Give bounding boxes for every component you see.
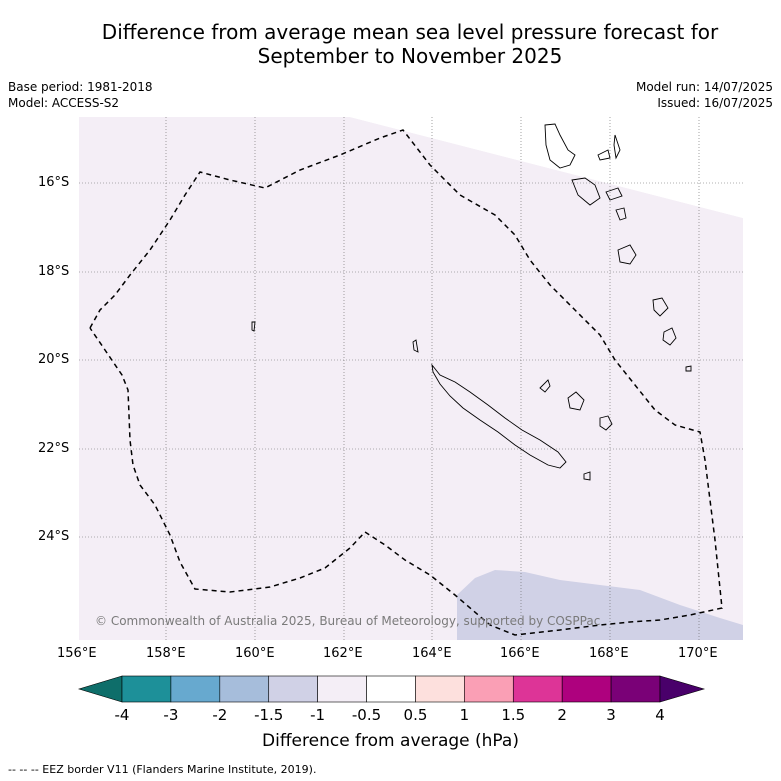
title-line-1: Difference from average mean sea level p… — [101, 20, 719, 44]
x-tick-158: 158°E — [146, 646, 186, 661]
colorbar-cell — [366, 675, 416, 703]
colorbar-cell — [268, 675, 318, 703]
colorbar-cell — [415, 675, 465, 703]
y-tick-18s: 18°S — [38, 264, 70, 279]
y-tick-16s: 16°S — [38, 175, 70, 190]
base-period: Base period: 1981-2018 — [8, 80, 153, 94]
colorbar-cell — [219, 675, 270, 703]
y-tick-20s: 20°S — [38, 352, 70, 367]
colorbar-cell — [170, 675, 221, 703]
model-run: Model run: 14/07/2025 — [635, 80, 773, 94]
vanuatu-island-4 — [571, 177, 601, 206]
colorbar-tick-label: -4 — [114, 706, 130, 724]
coastlines — [251, 123, 692, 481]
vanuatu-island-7 — [617, 244, 637, 265]
y-tick-22s: 22°S — [38, 441, 70, 456]
colorbar-tick-label: 1 — [459, 706, 470, 724]
eez-border — [89, 129, 723, 636]
x-tick-170: 170°E — [678, 646, 718, 661]
colorbar-extend-high — [659, 675, 706, 703]
colorbar-cell — [512, 675, 563, 703]
field-slight-positive — [79, 117, 743, 640]
colorbar-tick-label: 4 — [655, 706, 665, 724]
colorbar-tick-label: -2 — [212, 706, 228, 724]
island-small-4 — [583, 471, 591, 481]
colorbar-cell — [464, 675, 514, 703]
new-caledonia-coast — [431, 363, 567, 469]
field-neutral — [350, 117, 743, 218]
colorbar-tick-label: 0.5 — [403, 706, 428, 724]
map-title: Difference from average mean sea level p… — [0, 20, 781, 68]
x-tick-162: 162°E — [323, 646, 363, 661]
island-small-1 — [539, 379, 551, 393]
x-tick-166: 166°E — [500, 646, 540, 661]
colorbar-label: Difference from average (hPa) — [262, 731, 519, 751]
x-tick-156: 156°E — [57, 646, 97, 661]
colorbar-cell — [317, 675, 367, 703]
colorbar-cell — [610, 675, 661, 703]
model-name: Model: ACCESS-S2 — [8, 96, 120, 110]
eez-footnote: -- -- -- EEZ border V11 (Flanders Marine… — [8, 763, 317, 776]
colorbar-tick-label: -1.5 — [254, 706, 284, 724]
gridlines — [79, 117, 743, 640]
vanuatu-island-6 — [615, 207, 627, 221]
loyalty-island-2 — [662, 327, 677, 346]
colorbar-cells — [77, 675, 706, 703]
vanuatu-island-3 — [613, 134, 621, 160]
title-line-2: September to November 2025 — [257, 44, 563, 68]
meta-right: Model run: 14/07/2025 Issued: 16/07/2025 — [636, 79, 773, 111]
loyalty-island-3 — [685, 365, 692, 372]
chesterfield-reef — [251, 321, 256, 332]
vanuatu-island-1 — [544, 123, 576, 169]
x-tick-164: 164°E — [412, 646, 452, 661]
meta-left: Base period: 1981-2018 Model: ACCESS-S2 — [8, 79, 153, 111]
field-slight-negative — [457, 570, 743, 640]
copyright-notice: © Commonwealth of Australia 2025, Bureau… — [95, 614, 601, 628]
island-small-3 — [599, 415, 613, 431]
colorbar-tick-label: 2 — [557, 706, 567, 724]
issued-date: Issued: 16/07/2025 — [657, 96, 773, 110]
colorbar-tick-label: -0.5 — [351, 706, 382, 724]
colorbar-tick-label: -3 — [163, 706, 179, 724]
vanuatu-island-5 — [605, 187, 623, 201]
colorbar-cell — [121, 675, 172, 703]
loyalty-island-1 — [652, 297, 669, 317]
x-tick-160: 160°E — [235, 646, 275, 661]
vanuatu-island-2 — [597, 149, 611, 161]
colorbar-tick-label: -1 — [310, 706, 326, 724]
island-small-2 — [567, 391, 585, 411]
x-tick-168: 168°E — [589, 646, 629, 661]
colorbar-tick-label: 3 — [606, 706, 616, 724]
colorbar-cell — [561, 675, 612, 703]
island-small-5 — [412, 339, 419, 353]
y-tick-24s: 24°S — [38, 529, 70, 544]
colorbar-tick-label: 1.5 — [501, 706, 526, 724]
colorbar-extend-low — [77, 675, 123, 703]
